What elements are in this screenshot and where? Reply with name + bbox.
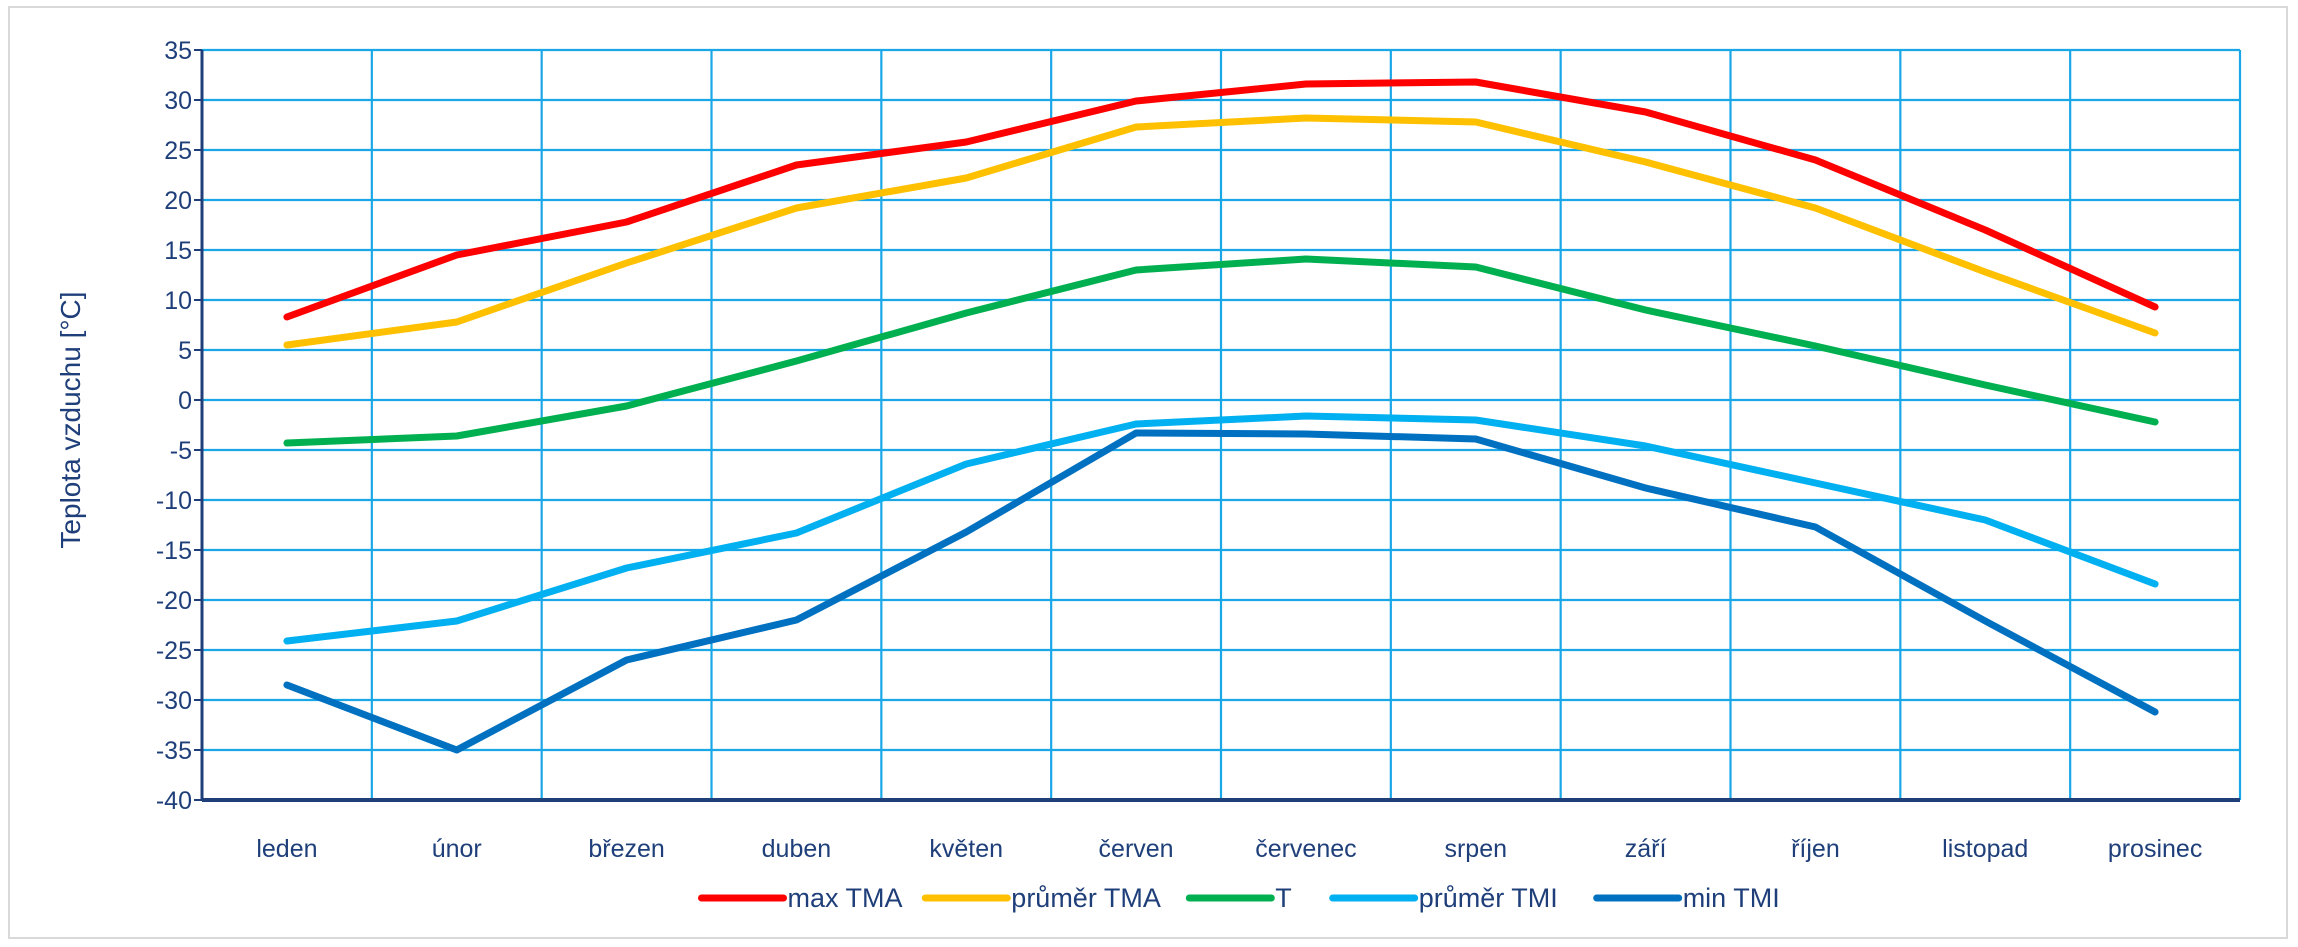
series-lines: [283, 78, 2159, 754]
y-tick-label: 10: [164, 287, 192, 315]
x-tick-labels: leden únor březen duben květen červen červenec…: [256, 835, 2202, 863]
x-tick-label: prosinec: [2108, 835, 2203, 863]
y-tick-label: -20: [156, 587, 192, 615]
x-tick-label: březen: [588, 835, 664, 863]
x-tick-label: leden: [256, 835, 317, 863]
y-tick-label: 35: [164, 37, 192, 65]
series-line-průměr-TMI: [283, 412, 2159, 645]
series-line-max-TMA: [283, 78, 2159, 321]
legend-label: průměr TMA: [1011, 883, 1161, 913]
axes: [194, 49, 2240, 802]
y-axis-title: Teplota vzduchu [°C]: [55, 291, 86, 548]
x-tick-label: listopad: [1942, 835, 2028, 863]
series-line-min-TMI: [283, 429, 2159, 754]
series-line-T: [283, 255, 2159, 447]
x-tick-label: květen: [929, 835, 1003, 863]
y-tick-label: -25: [156, 637, 192, 665]
x-tick-label: říjen: [1791, 835, 1840, 863]
x-tick-label: duben: [762, 835, 832, 863]
series-line-průměr-TMA: [283, 114, 2159, 349]
x-tick-label: srpen: [1444, 835, 1507, 863]
x-tick-label: červenec: [1255, 835, 1356, 863]
legend-label: T: [1275, 883, 1292, 913]
y-tick-label: -40: [156, 787, 192, 815]
y-tick-labels: 35 30 25 20 15 10 5 0 -5 -10 -15 -20 -25 -30 -35 -40: [156, 37, 192, 815]
x-tick-label: červen: [1099, 835, 1174, 863]
y-tick-label: -5: [170, 437, 192, 465]
y-tick-label: 30: [164, 87, 192, 115]
legend-label: průměr TMI: [1419, 883, 1558, 913]
gridlines: [202, 48, 2242, 800]
y-tick-label: 5: [178, 337, 192, 365]
y-tick-label: -15: [156, 537, 192, 565]
y-tick-label: -35: [156, 737, 192, 765]
y-tick-label: 15: [164, 237, 192, 265]
x-tick-label: září: [1625, 835, 1667, 863]
y-tick-label: -30: [156, 687, 192, 715]
x-tick-label: únor: [432, 835, 482, 863]
y-tick-label: 0: [178, 387, 192, 415]
chart-frame: [8, 6, 2288, 939]
legend-label: max TMA: [788, 883, 903, 913]
y-tick-label: -10: [156, 487, 192, 515]
y-tick-label: 20: [164, 187, 192, 215]
y-tick-label: 25: [164, 137, 192, 165]
legend-label: min TMI: [1683, 883, 1780, 913]
